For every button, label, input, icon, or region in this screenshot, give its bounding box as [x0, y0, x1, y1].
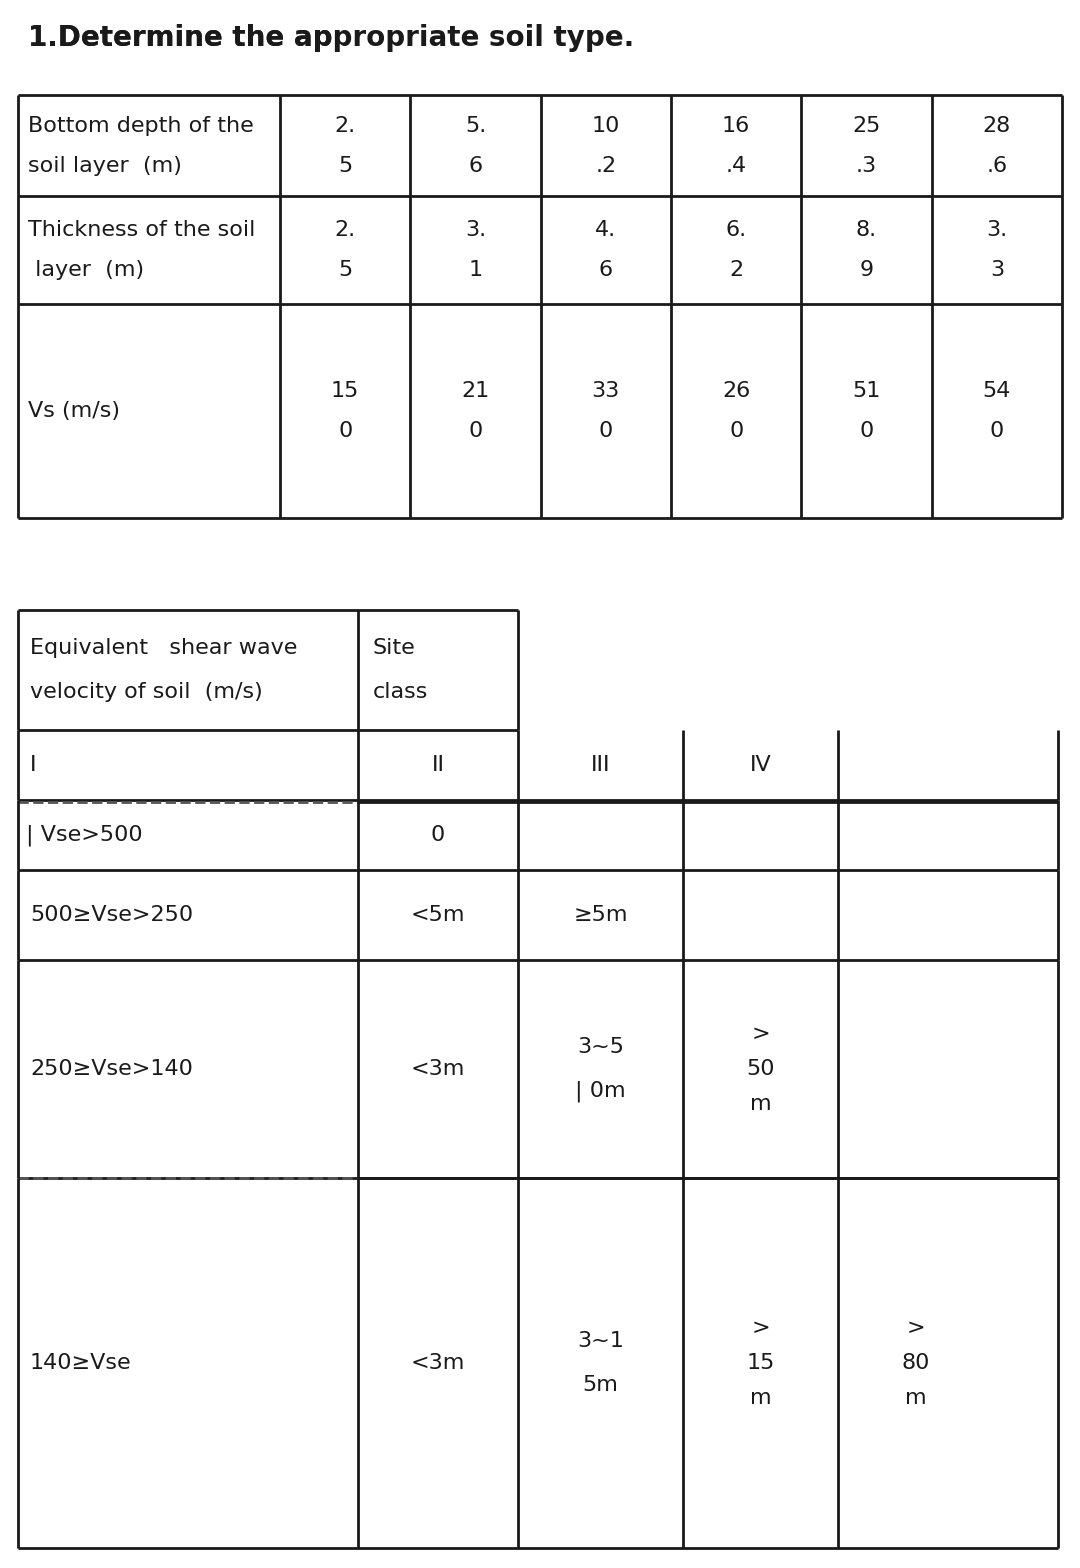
- Text: 1: 1: [469, 260, 483, 281]
- Text: 3~5: 3~5: [577, 1036, 624, 1057]
- Text: 5: 5: [338, 260, 352, 281]
- Text: | Vse>500: | Vse>500: [26, 825, 143, 845]
- Text: 5: 5: [338, 155, 352, 176]
- Text: >: >: [906, 1319, 924, 1338]
- Text: I: I: [30, 756, 37, 775]
- Text: 50: 50: [746, 1058, 774, 1079]
- Text: 33: 33: [592, 381, 620, 401]
- Text: m: m: [905, 1388, 927, 1408]
- Text: 80: 80: [902, 1353, 930, 1374]
- Text: velocity of soil  (m/s): velocity of soil (m/s): [30, 682, 262, 702]
- Text: 8.: 8.: [856, 220, 877, 240]
- Text: <3m: <3m: [410, 1058, 465, 1079]
- Text: 21: 21: [461, 381, 489, 401]
- Text: 3: 3: [989, 260, 1004, 281]
- Text: II: II: [432, 756, 445, 775]
- Text: Equivalent   shear wave: Equivalent shear wave: [30, 638, 297, 659]
- Text: soil layer  (m): soil layer (m): [28, 155, 181, 176]
- Text: 10: 10: [592, 116, 620, 135]
- Text: 9: 9: [860, 260, 874, 281]
- Text: 15: 15: [330, 381, 360, 401]
- Text: layer  (m): layer (m): [28, 260, 144, 281]
- Text: ≥5m: ≥5m: [573, 905, 627, 925]
- Text: 1.Determine the appropriate soil type.: 1.Determine the appropriate soil type.: [28, 24, 634, 52]
- Text: 140≥Vse: 140≥Vse: [30, 1353, 132, 1374]
- Text: Bottom depth of the: Bottom depth of the: [28, 116, 254, 135]
- Text: 3.: 3.: [986, 220, 1008, 240]
- Text: 2.: 2.: [335, 220, 355, 240]
- Text: | 0m: | 0m: [576, 1080, 625, 1102]
- Text: 0: 0: [729, 420, 743, 441]
- Text: 6: 6: [469, 155, 483, 176]
- Text: III: III: [591, 756, 610, 775]
- Text: 3.: 3.: [464, 220, 486, 240]
- Text: 51: 51: [852, 381, 880, 401]
- Text: .2: .2: [595, 155, 617, 176]
- Text: <3m: <3m: [410, 1353, 465, 1374]
- Text: 1.Determine the ap: 1.Determine the ap: [28, 24, 333, 52]
- Text: 0: 0: [338, 420, 352, 441]
- Text: 500≥Vse>250: 500≥Vse>250: [30, 905, 193, 925]
- Text: 4.: 4.: [595, 220, 617, 240]
- Text: Vs (m/s): Vs (m/s): [28, 401, 120, 420]
- Text: 2.: 2.: [335, 116, 355, 135]
- Text: 250≥Vse>140: 250≥Vse>140: [30, 1058, 193, 1079]
- Text: >: >: [752, 1319, 770, 1338]
- Text: >: >: [752, 1024, 770, 1044]
- Text: 25: 25: [852, 116, 880, 135]
- Text: 3~1: 3~1: [577, 1331, 624, 1352]
- Text: 0: 0: [989, 420, 1004, 441]
- Text: IV: IV: [750, 756, 771, 775]
- Text: 5.: 5.: [464, 116, 486, 135]
- Text: .4: .4: [726, 155, 746, 176]
- Text: .6: .6: [986, 155, 1008, 176]
- Text: 54: 54: [983, 381, 1011, 401]
- Text: 28: 28: [983, 116, 1011, 135]
- Text: 5m: 5m: [582, 1375, 619, 1396]
- Text: class: class: [373, 682, 429, 702]
- Text: 26: 26: [723, 381, 751, 401]
- Text: 0: 0: [469, 420, 483, 441]
- Text: <5m: <5m: [410, 905, 465, 925]
- Text: m: m: [750, 1388, 771, 1408]
- Text: 0: 0: [431, 825, 445, 845]
- Text: 6.: 6.: [726, 220, 746, 240]
- Text: Site: Site: [373, 638, 416, 659]
- Text: .3: .3: [856, 155, 877, 176]
- Text: Thickness of the soil: Thickness of the soil: [28, 220, 255, 240]
- Text: m: m: [750, 1094, 771, 1113]
- Text: 16: 16: [723, 116, 751, 135]
- Text: 0: 0: [598, 420, 613, 441]
- Text: 2: 2: [729, 260, 743, 281]
- Text: 6: 6: [598, 260, 612, 281]
- Text: 15: 15: [746, 1353, 774, 1374]
- Text: 0: 0: [860, 420, 874, 441]
